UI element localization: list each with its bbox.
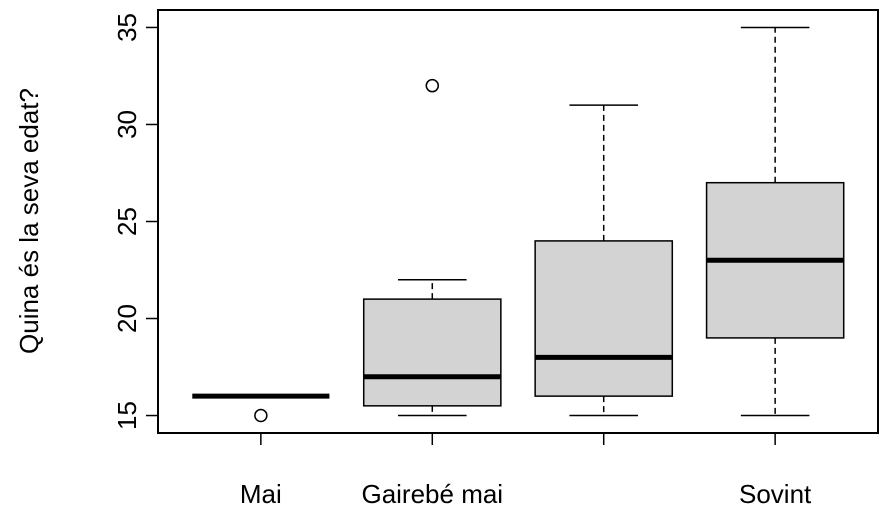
outlier-point xyxy=(425,78,440,93)
box-1 xyxy=(192,393,330,423)
box-iqr xyxy=(534,240,674,397)
y-tick-label: 35 xyxy=(112,13,142,42)
x-tick-label: Mai xyxy=(240,479,282,507)
box-2 xyxy=(362,78,502,417)
box-iqr xyxy=(362,298,502,407)
x-tick-label: Sovint xyxy=(739,479,812,507)
y-tick-label: 15 xyxy=(112,401,142,430)
y-tick-label: 20 xyxy=(112,304,142,333)
x-tick-label: Gairebé mai xyxy=(361,479,503,507)
box-group xyxy=(192,26,845,423)
y-axis-label: Quina és la seva edat? xyxy=(14,88,44,354)
x-axis: Mai Gairebé mai Sovint xyxy=(240,432,812,507)
y-axis: 15 20 25 30 35 xyxy=(112,13,159,430)
box-4 xyxy=(705,26,845,417)
y-tick-label: 25 xyxy=(112,207,142,236)
box-3 xyxy=(534,104,674,417)
outlier-point xyxy=(254,408,268,423)
y-tick-label: 30 xyxy=(112,110,142,139)
